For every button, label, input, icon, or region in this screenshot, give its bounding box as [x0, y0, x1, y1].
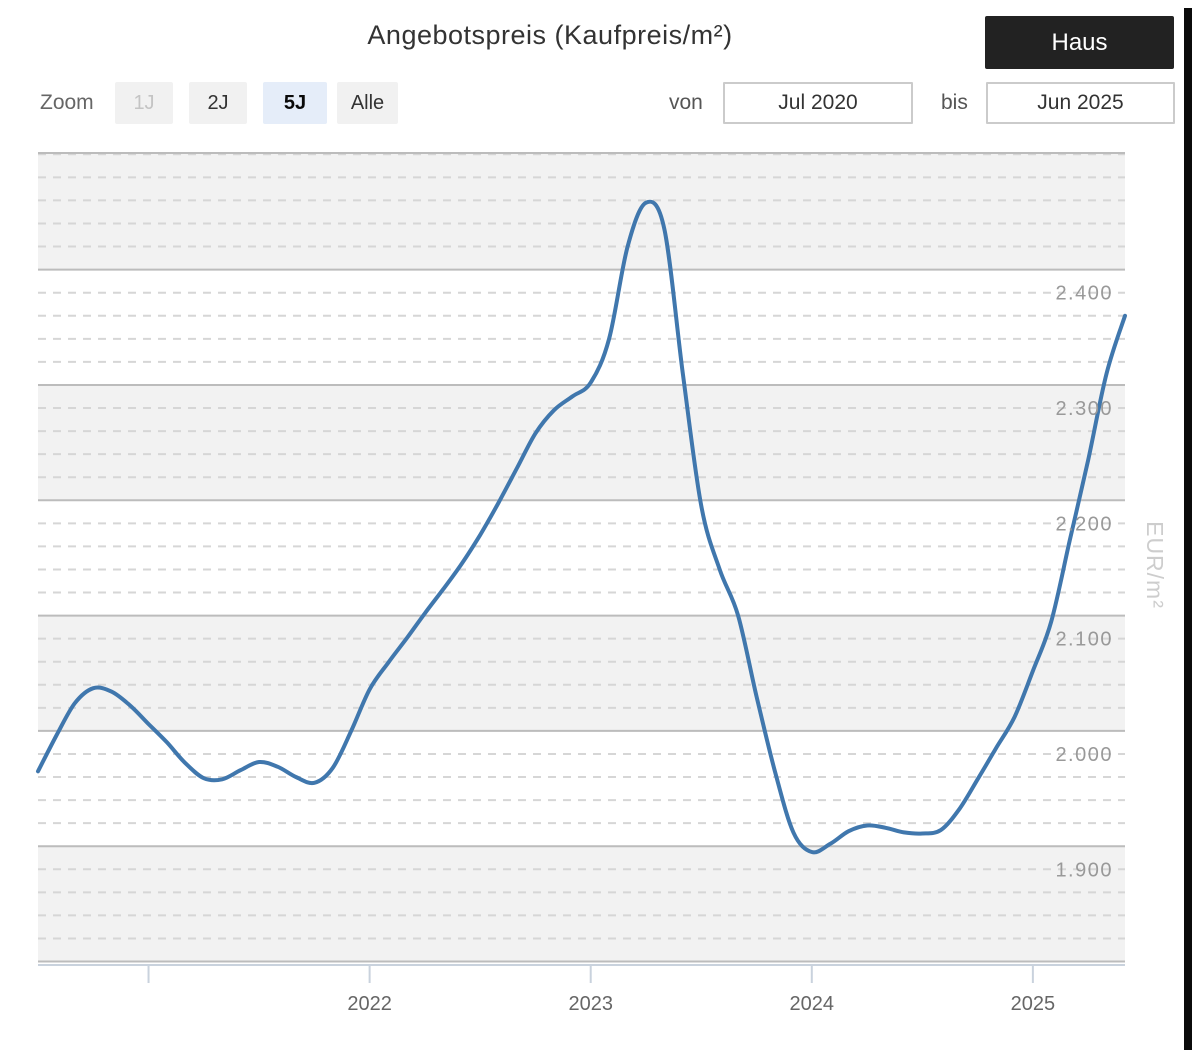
right-edge-bar — [1184, 8, 1192, 1050]
bis-input[interactable] — [986, 82, 1175, 124]
chart-title: Angebotspreis (Kaufpreis/m²) — [367, 20, 733, 50]
y-axis-label: 2.300 — [1055, 398, 1113, 420]
von-input[interactable] — [723, 82, 913, 124]
x-axis-label: 2025 — [1011, 993, 1056, 1015]
y-axis-label: 2.200 — [1055, 513, 1113, 535]
y-axis-label: 1.900 — [1055, 859, 1113, 881]
y-axis-label: 2.000 — [1055, 744, 1113, 766]
von-label: von — [669, 91, 703, 114]
grid-band — [38, 152, 1125, 270]
zoom-2j-button[interactable]: 2J — [189, 82, 247, 124]
haus-button[interactable]: Haus — [985, 16, 1174, 69]
grid-band — [38, 615, 1125, 731]
x-axis-label: 2023 — [568, 993, 613, 1015]
y-axis-label: 2.400 — [1055, 283, 1113, 305]
zoom-alle-button[interactable]: Alle — [337, 82, 398, 124]
haus-button-label: Haus — [1051, 28, 1108, 56]
y-axis-title: EUR/m² — [1142, 521, 1168, 609]
zoom-label: Zoom — [40, 91, 94, 114]
zoom-1j-button[interactable]: 1J — [115, 82, 173, 124]
bis-label: bis — [941, 91, 968, 114]
x-axis-label: 2024 — [790, 993, 835, 1015]
grid-band — [38, 384, 1125, 501]
price-series-line — [36, 199, 1127, 855]
range-selector: Zoom 1J 2J 5J Alle von bis — [0, 82, 1192, 124]
grid-band — [38, 846, 1125, 962]
zoom-5j-button[interactable]: 5J — [263, 82, 327, 124]
x-axis-label: 2022 — [347, 993, 392, 1015]
y-axis-label: 2.100 — [1055, 629, 1113, 651]
